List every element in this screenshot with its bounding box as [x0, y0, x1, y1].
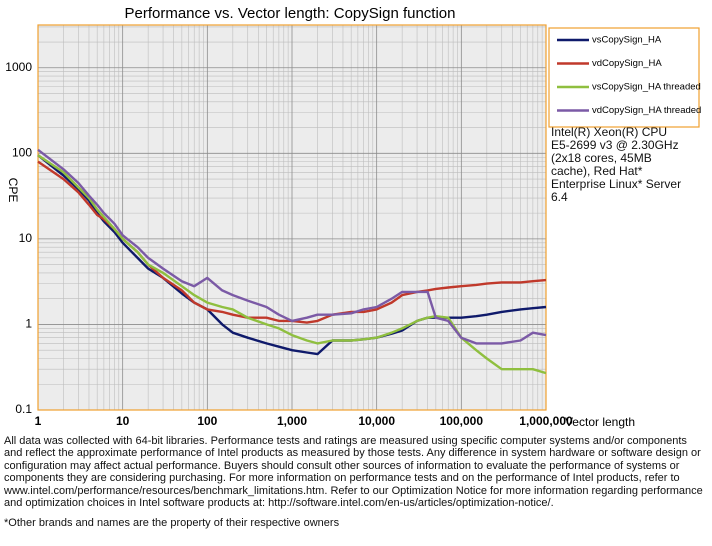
- legend-label: vdCopySign_HA: [592, 58, 662, 69]
- x-tick-label: 100: [197, 414, 217, 428]
- x-tick-label: 100,000: [440, 414, 484, 428]
- footnote: *Other brands and names are the property…: [4, 517, 340, 529]
- y-tick-label: 10: [19, 231, 33, 245]
- series-line: [37, 148, 547, 345]
- x-tick-label: 10: [116, 414, 130, 428]
- x-tick-label: 10,000: [358, 414, 395, 428]
- y-tick-label: 1: [25, 317, 32, 331]
- y-tick-label: 1000: [5, 60, 32, 74]
- plot-border: [37, 24, 547, 411]
- x-tick-label: 1,000,000: [519, 414, 573, 428]
- x-tick-label: 1: [35, 414, 42, 428]
- y-tick-label: 100: [12, 146, 32, 160]
- y-axis-label: CPE: [6, 178, 20, 203]
- chart-title: Performance vs. Vector length: CopySign …: [124, 5, 455, 22]
- chart: Performance vs. Vector length: CopySign …: [5, 5, 701, 429]
- x-axis-label: Vector length: [565, 415, 635, 429]
- legend-label: vsCopySign_HA: [592, 35, 662, 46]
- annotation: Intel(R) Xeon(R) CPU E5-2699 v3 @ 2.30GH…: [551, 125, 682, 204]
- series-line: [37, 154, 547, 356]
- x-tick-label: 1,000: [277, 414, 307, 428]
- y-tick-label: 0.1: [15, 402, 32, 416]
- legend-label: vsCopySign_HA threaded: [592, 82, 701, 93]
- footer: All data was collected with 64-bit libra…: [4, 435, 703, 510]
- legend-label: vdCopySign_HA threaded: [592, 105, 701, 116]
